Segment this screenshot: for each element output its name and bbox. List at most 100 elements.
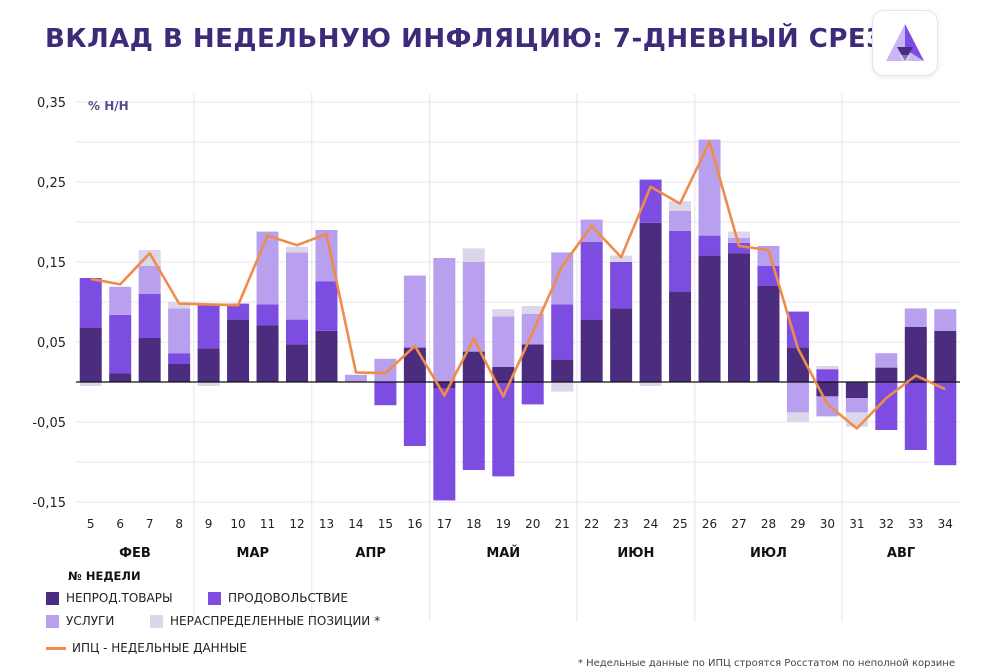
bar-nonfood — [551, 359, 574, 382]
bar-nonfood — [934, 330, 957, 382]
y-axis-label: % Н/Н — [88, 99, 129, 113]
month-label: ИЮЛ — [750, 546, 787, 561]
legend-swatch-food — [208, 592, 221, 605]
legend-swatch-services — [46, 615, 59, 628]
bar-food — [286, 319, 308, 345]
bar-services — [492, 316, 515, 367]
bar-services — [845, 398, 868, 413]
bar-unallocated — [197, 382, 220, 386]
bar-food — [904, 382, 927, 450]
bar-nonfood — [875, 367, 898, 382]
bar-unallocated — [551, 382, 574, 392]
bar-food — [138, 294, 161, 338]
legend-label-food: ПРОДОВОЛЬСТВИЕ — [228, 591, 348, 605]
bar-unallocated — [610, 255, 633, 262]
bar-food — [403, 382, 426, 446]
bar-nonfood — [197, 348, 220, 382]
bar-services — [256, 231, 279, 305]
legend-label-cpi: ИПЦ - НЕДЕЛЬНЫЕ ДАННЫЕ — [72, 641, 247, 655]
x-tick-label: 22 — [584, 517, 599, 531]
x-tick-label: 8 — [175, 517, 183, 531]
bar-nonfood — [521, 344, 544, 382]
bar-services — [934, 309, 957, 331]
legend-label-services: УСЛУГИ — [66, 614, 115, 628]
bar-food — [197, 304, 220, 349]
x-tick-label: 18 — [466, 517, 481, 531]
bar-unallocated — [79, 382, 102, 386]
x-tick-label: 20 — [525, 517, 540, 531]
y-tick-label: 0,35 — [37, 96, 66, 111]
x-tick-label: 23 — [613, 517, 628, 531]
bar-food — [551, 304, 574, 360]
bar-services — [168, 308, 191, 354]
bar-food — [256, 304, 279, 326]
bar-unallocated — [492, 309, 515, 317]
legend-title: № НЕДЕЛИ — [68, 569, 141, 583]
bar-services — [580, 219, 603, 242]
bar-food — [109, 314, 132, 374]
bar-services — [403, 275, 426, 348]
bar-nonfood — [138, 338, 161, 382]
x-tick-label: 25 — [672, 517, 687, 531]
bar-unallocated — [786, 412, 809, 422]
bar-services — [315, 230, 338, 282]
x-tick-label: 13 — [319, 517, 334, 531]
x-tick-label: 16 — [407, 517, 422, 531]
bar-services — [786, 382, 809, 413]
legend-label-nonfood: НЕПРОД.ТОВАРЫ — [66, 591, 173, 605]
cpi-line — [90, 140, 946, 430]
bar-nonfood — [168, 363, 191, 382]
x-tick-label: 30 — [820, 517, 835, 531]
month-label: АПР — [355, 546, 385, 561]
x-tick-label: 5 — [87, 517, 95, 531]
month-label: АВГ — [887, 546, 915, 561]
x-tick-label: 9 — [205, 517, 213, 531]
bar-unallocated — [168, 302, 191, 309]
x-tick-label: 7 — [146, 517, 154, 531]
bar-services — [875, 353, 898, 368]
bar-services — [109, 286, 132, 315]
bar-unallocated — [639, 382, 662, 386]
bar-unallocated — [521, 306, 544, 314]
x-tick-label: 28 — [761, 517, 776, 531]
bar-nonfood — [580, 319, 603, 382]
bar-services — [344, 374, 367, 382]
bar-nonfood — [669, 291, 692, 382]
bar-services — [374, 358, 397, 382]
x-tick-label: 12 — [289, 517, 304, 531]
bar-services — [816, 396, 839, 417]
y-tick-label: -0,05 — [32, 416, 66, 431]
bar-services — [904, 308, 927, 327]
bar-services — [551, 252, 574, 305]
x-tick-label: 19 — [496, 517, 511, 531]
bar-nonfood — [79, 327, 102, 382]
bar-services — [757, 246, 780, 266]
bar-food — [698, 235, 721, 256]
bar-nonfood — [109, 373, 132, 382]
legend-swatch-cpi — [46, 647, 66, 650]
bar-nonfood — [492, 366, 515, 382]
bar-nonfood — [433, 382, 456, 389]
bar-nonfood — [256, 325, 279, 382]
bar-services — [286, 252, 308, 320]
bar-food — [728, 242, 750, 254]
bar-services — [433, 258, 456, 382]
footnote: * Недельные данные по ИПЦ строятся Росст… — [577, 658, 955, 669]
month-label: ИЮН — [617, 546, 654, 561]
y-tick-label: -0,15 — [32, 496, 66, 511]
bar-food — [492, 382, 515, 477]
bar-services — [728, 238, 750, 243]
x-tick-label: 34 — [938, 517, 953, 531]
bar-services — [698, 139, 721, 236]
x-tick-label: 26 — [702, 517, 717, 531]
bar-nonfood — [227, 319, 250, 382]
x-tick-label: 32 — [879, 517, 894, 531]
x-tick-label: 24 — [643, 517, 658, 531]
y-tick-label: 0,15 — [37, 256, 66, 271]
x-tick-label: 6 — [116, 517, 124, 531]
y-tick-label: 0,25 — [37, 176, 66, 191]
bar-unallocated — [669, 201, 692, 211]
x-tick-label: 17 — [437, 517, 452, 531]
logo — [872, 10, 938, 76]
